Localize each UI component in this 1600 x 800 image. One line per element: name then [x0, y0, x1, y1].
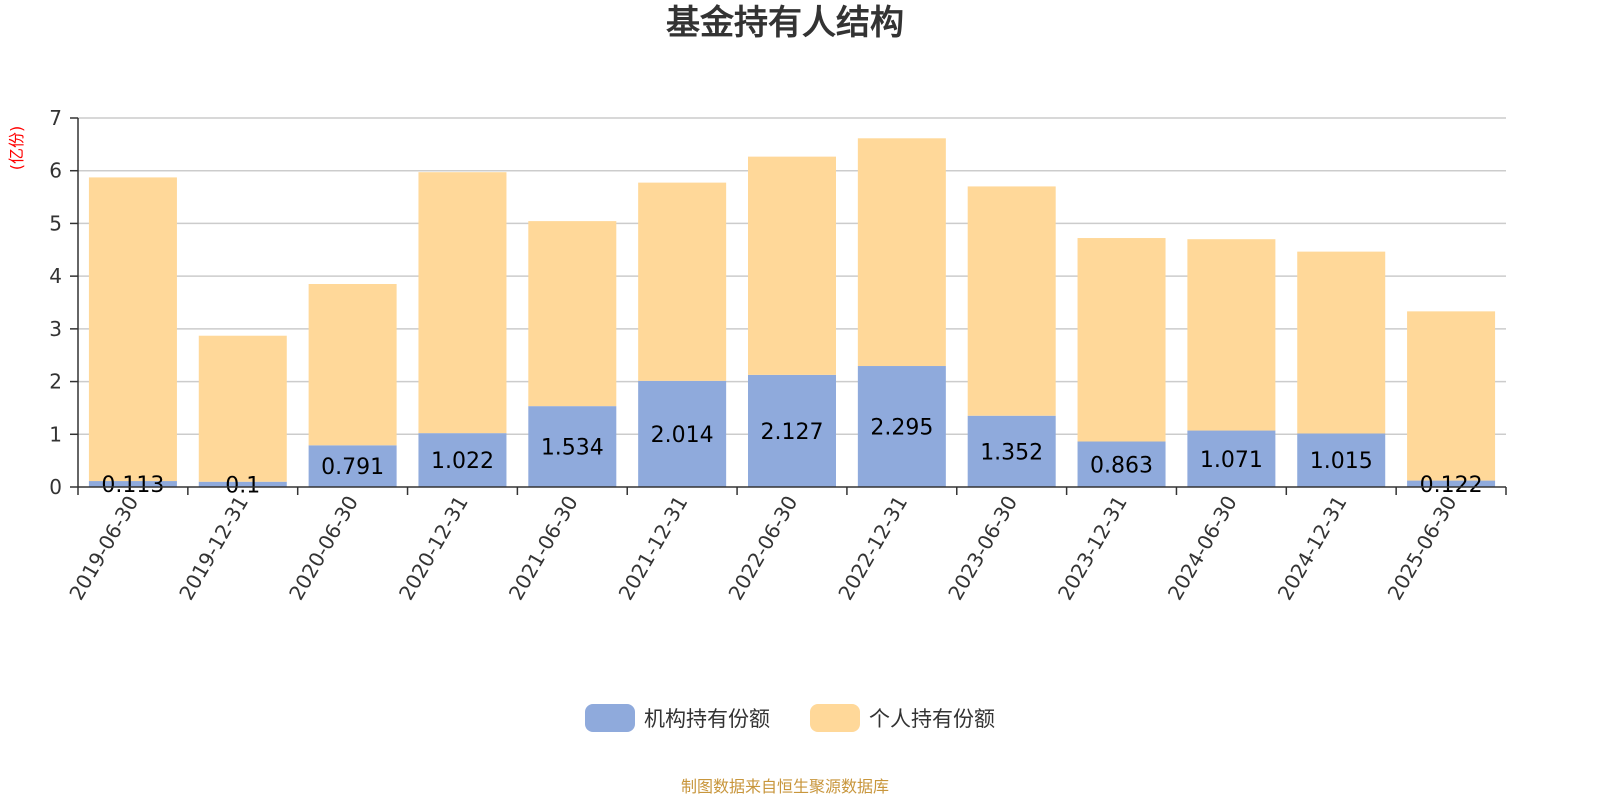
- y-tick-label: 5: [49, 211, 62, 235]
- bar-individual: [638, 182, 727, 381]
- legend-label: 个人持有份额: [869, 707, 995, 731]
- bar-individual: [88, 177, 177, 482]
- bar-institutional: [308, 445, 397, 487]
- y-tick-label: 4: [49, 264, 62, 288]
- bar-value-label: 1.015: [1310, 449, 1373, 474]
- bar-individual: [748, 156, 836, 375]
- bar-institutional: [748, 374, 836, 487]
- x-tick-label: 2024-06-30: [1163, 492, 1242, 605]
- x-tick-label: 2022-12-31: [833, 492, 912, 605]
- bar-institutional: [857, 366, 946, 487]
- y-tick-label: 7: [49, 106, 62, 130]
- bar-value-label: 0.113: [101, 473, 164, 498]
- source-note: 制图数据来自恒生聚源数据库: [681, 777, 889, 796]
- bar-value-label: 1.534: [541, 436, 604, 461]
- bar-individual: [418, 172, 507, 434]
- bar-institutional: [88, 481, 177, 487]
- y-tick-label: 3: [49, 317, 62, 341]
- bar-individual: [1297, 251, 1386, 434]
- x-tick-label: 2020-12-31: [394, 492, 473, 605]
- legend-swatch: [585, 704, 635, 732]
- x-tick-label: 2022-06-30: [723, 492, 802, 605]
- y-tick-label: 6: [49, 159, 62, 183]
- x-tick-label: 2019-12-31: [174, 492, 253, 605]
- bars: 0.113 0.1 0.791 1.022 1.534 2.014 2.127 2.295 1.…: [88, 138, 1496, 498]
- y-tick-label: 0: [49, 475, 62, 499]
- bar-institutional: [418, 433, 507, 487]
- bar-institutional: [1297, 433, 1386, 487]
- legend-swatch: [810, 704, 860, 732]
- bar-individual: [857, 138, 946, 367]
- legend-label: 机构持有份额: [644, 707, 770, 731]
- bar-value-label: 0.122: [1420, 473, 1483, 498]
- bar-institutional: [198, 481, 287, 487]
- y-axis-unit: (亿份): [7, 126, 26, 171]
- bar-institutional: [1077, 441, 1166, 487]
- bar-individual: [308, 283, 397, 446]
- bar-individual: [528, 221, 617, 407]
- x-tick-label: 2025-06-30: [1383, 492, 1462, 605]
- bar-individual: [1407, 311, 1496, 481]
- bar-value-label: 2.127: [761, 420, 824, 445]
- bar-value-label: 1.352: [980, 440, 1043, 465]
- bar-value-label: 0.863: [1090, 453, 1153, 478]
- x-tick-label: 2023-12-31: [1053, 492, 1132, 605]
- bar-individual: [1077, 238, 1166, 442]
- bar-value-label: 0.1: [225, 473, 260, 498]
- y-tick-label: 2: [49, 370, 62, 394]
- chart-title: 基金持有人结构: [666, 3, 904, 43]
- y-axis-ticks: 0 1 2 3 4 5 6 7: [49, 106, 62, 499]
- legend: 机构持有份额 个人持有份额: [585, 704, 995, 732]
- axes: [70, 117, 1507, 495]
- bar-value-label: 1.071: [1200, 448, 1263, 473]
- bar-institutional: [1407, 480, 1496, 487]
- x-tick-label: 2021-06-30: [504, 492, 583, 605]
- bar-institutional: [967, 415, 1056, 487]
- x-axis-ticks: 2019-06-30 2019-12-31 2020-06-30 2020-12-31…: [64, 492, 1461, 605]
- x-tick-label: 2019-06-30: [64, 492, 143, 605]
- bar-individual: [198, 335, 287, 482]
- x-tick-label: 2020-06-30: [284, 492, 363, 605]
- bar-value-label: 2.295: [870, 416, 933, 441]
- bar-individual: [967, 186, 1056, 416]
- x-tick-label: 2024-12-31: [1273, 492, 1352, 605]
- bar-institutional: [528, 406, 617, 487]
- bar-individual: [1187, 239, 1276, 431]
- bar-value-label: 2.014: [651, 423, 714, 448]
- x-tick-label: 2021-12-31: [614, 492, 693, 605]
- bar-institutional: [638, 380, 727, 487]
- x-tick-label: 2023-06-30: [943, 492, 1022, 605]
- bar-value-label: 1.022: [431, 449, 494, 474]
- bar-institutional: [1187, 430, 1276, 487]
- bar-value-label: 0.791: [321, 455, 384, 480]
- y-tick-label: 1: [49, 422, 62, 446]
